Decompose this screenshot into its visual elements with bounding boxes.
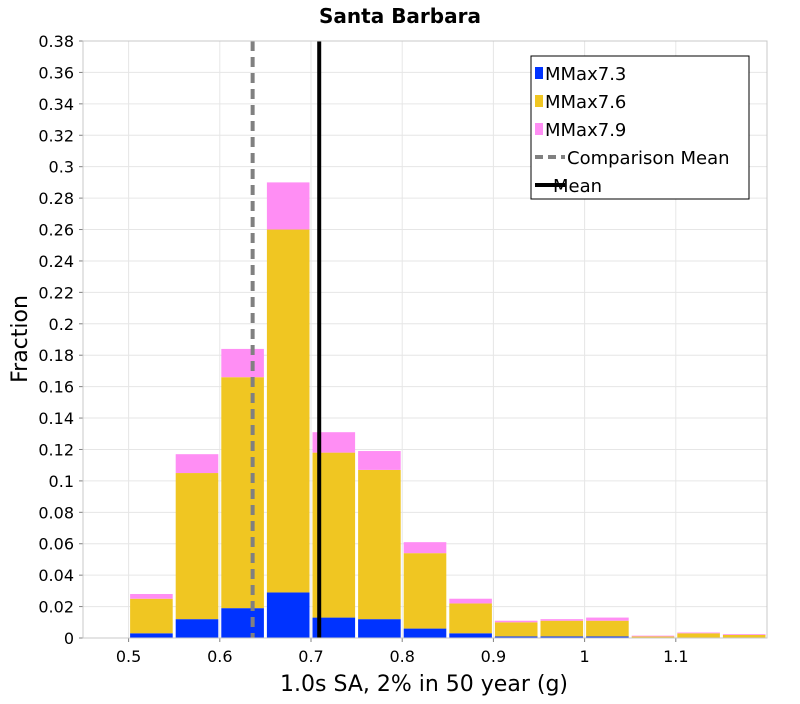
bar-mmax7-3: [540, 636, 584, 638]
x-tick-label: 0.6: [207, 647, 232, 666]
bar-mmax7-3: [221, 608, 264, 638]
bar-mmax7-6: [586, 620, 629, 637]
bar-mmax7-9: [266, 182, 310, 230]
y-tick-label: 0.26: [38, 221, 74, 240]
legend-swatch: [535, 95, 543, 107]
bar-mmax7-3: [175, 619, 219, 638]
bar-mmax7-6: [631, 636, 675, 638]
x-tick-label: 1.1: [663, 647, 688, 666]
y-tick-label: 0.34: [38, 95, 74, 114]
legend-label: Comparison Mean: [567, 148, 730, 169]
y-tick-label: 0.36: [38, 63, 74, 82]
y-tick-label: 0.18: [38, 346, 74, 365]
legend-label: MMax7.6: [545, 92, 626, 113]
y-axis-label: Fraction: [8, 295, 33, 383]
bar-mmax7-3: [358, 619, 401, 638]
bar-mmax7-3: [312, 617, 356, 638]
bar-mmax7-3: [266, 592, 310, 638]
bar-mmax7-3: [403, 628, 447, 638]
y-tick-label: 0.02: [38, 598, 74, 617]
y-tick-label: 0.08: [38, 503, 74, 522]
y-tick-label: 0.24: [38, 252, 74, 271]
chart-title: Santa Barbara: [319, 4, 481, 28]
legend-swatch: [535, 67, 543, 79]
bar-mmax7-3: [586, 636, 629, 638]
y-tick-label: 0.1: [49, 472, 74, 491]
y-tick-label: 0.16: [38, 378, 74, 397]
x-tick-label: 0.9: [481, 647, 506, 666]
x-axis-label: 1.0s SA, 2% in 50 year (g): [280, 672, 568, 697]
legend-label: MMax7.9: [545, 120, 626, 141]
bar-mmax7-6: [722, 634, 766, 638]
y-tick-label: 0.38: [38, 32, 74, 51]
x-axis-ticks: 0.5 0.6 0.7 0.8 0.9 1 1.1: [116, 638, 689, 666]
legend-label: Mean: [553, 176, 602, 197]
y-tick-label: 0.28: [38, 189, 74, 208]
bar-mmax7-6: [540, 620, 584, 637]
bar-mmax7-9: [631, 635, 675, 637]
bar-mmax7-9: [130, 594, 173, 599]
reference-lines: [250, 41, 322, 638]
bar-mmax7-6: [358, 469, 401, 620]
bar-mmax7-6: [266, 229, 310, 593]
y-tick-label: 0.22: [38, 283, 74, 302]
legend-label: MMax7.3: [545, 64, 626, 85]
bar-mmax7-9: [358, 451, 401, 470]
bar-mmax7-6: [449, 603, 492, 634]
plot-frame: [82, 40, 768, 639]
bars: [130, 182, 766, 638]
x-tick-label: 0.5: [116, 647, 141, 666]
bar-mmax7-6: [175, 473, 219, 620]
y-tick-label: 0.2: [49, 315, 74, 334]
bar-mmax7-6: [130, 598, 173, 634]
bar-mmax7-9: [449, 598, 492, 604]
bar-mmax7-9: [677, 632, 720, 634]
bar-mmax7-6: [677, 633, 720, 638]
bar-mmax7-3: [494, 636, 538, 638]
y-tick-label: 0.04: [38, 566, 74, 585]
y-tick-label: 0.14: [38, 409, 74, 428]
bar-mmax7-9: [586, 617, 629, 621]
bar-mmax7-6: [403, 553, 447, 629]
x-tick-label: 0.7: [298, 647, 323, 666]
bar-mmax7-9: [722, 634, 766, 635]
bar-mmax7-6: [221, 377, 264, 609]
bar-mmax7-6: [494, 622, 538, 637]
y-tick-label: 0.3: [49, 158, 74, 177]
bar-mmax7-9: [540, 619, 584, 621]
x-tick-label: 0.8: [389, 647, 414, 666]
y-tick-label: 0: [64, 629, 74, 648]
y-tick-label: 0.32: [38, 126, 74, 145]
legend-box: [530, 55, 750, 200]
y-axis-ticks: 0 0.02 0.04 0.06 0.08 0.1 0.12 0.14 0.16 0.18 0.2 0…: [38, 32, 83, 648]
legend: MMax7.3 MMax7.6 MMax7.9 Comparison Mean Mean: [530, 55, 750, 200]
bar-mmax7-9: [312, 432, 356, 453]
bar-mmax7-3: [130, 633, 173, 638]
bar-mmax7-9: [403, 542, 447, 554]
y-tick-label: 0.06: [38, 535, 74, 554]
y-tick-label: 0.12: [38, 440, 74, 459]
legend-swatch: [535, 123, 543, 135]
bar-mmax7-9: [175, 454, 219, 474]
bar-mmax7-3: [449, 633, 492, 638]
bar-mmax7-9: [494, 620, 538, 623]
bar-mmax7-9: [221, 348, 264, 378]
x-tick-label: 1: [580, 647, 590, 666]
